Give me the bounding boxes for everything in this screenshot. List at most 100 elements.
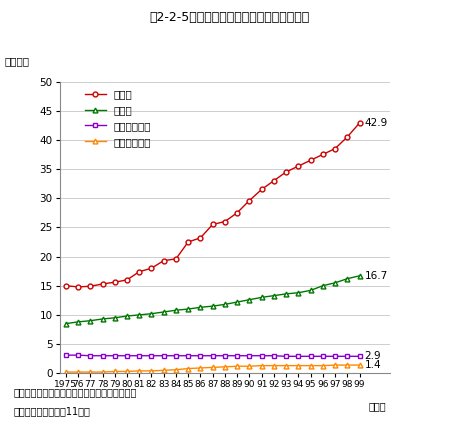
政府研究機関 [210, 353, 215, 358]
政府研究機関 [149, 353, 154, 358]
大学等 [283, 291, 289, 296]
大学等 [320, 283, 325, 288]
大学等 [149, 311, 154, 316]
会社等 [100, 281, 105, 287]
Text: 資料：総務庁統計局「科学技術研究調査報告」: 資料：総務庁統計局「科学技術研究調査報告」 [14, 387, 137, 397]
大学等 [161, 309, 167, 314]
政府研究機関 [136, 353, 142, 358]
政府研究機関 [100, 353, 105, 358]
政府研究機関 [235, 353, 240, 358]
大学等 [185, 306, 191, 311]
政府研究機関 [308, 354, 313, 359]
民営研究機関 [124, 369, 130, 374]
大学等 [357, 273, 362, 278]
会社等 [185, 239, 191, 245]
会社等 [345, 134, 350, 139]
Text: （参照：付属資料（11））: （参照：付属資料（11）） [14, 406, 90, 416]
会社等 [63, 283, 68, 288]
大学等 [63, 321, 68, 326]
大学等 [259, 295, 264, 300]
民営研究機関 [198, 366, 203, 371]
大学等 [246, 297, 252, 302]
政府研究機関 [173, 353, 179, 358]
会社等 [149, 266, 154, 271]
Line: 会社等: 会社等 [63, 121, 362, 289]
民営研究機関 [345, 363, 350, 368]
会社等 [198, 235, 203, 240]
民営研究機関 [210, 365, 215, 370]
政府研究機関 [75, 353, 81, 358]
政府研究機関 [185, 353, 191, 358]
大学等 [271, 293, 277, 298]
Text: 16.7: 16.7 [364, 271, 388, 281]
会社等 [222, 219, 228, 224]
会社等 [320, 152, 325, 157]
Text: （年）: （年） [368, 401, 386, 411]
Text: 第2-2-5図　我が国の組織別研究者数の推移: 第2-2-5図 我が国の組織別研究者数の推移 [149, 11, 310, 24]
会社等 [308, 158, 313, 163]
民営研究機関 [161, 368, 167, 373]
政府研究機関 [345, 354, 350, 359]
大学等 [88, 318, 93, 323]
民営研究機関 [63, 369, 68, 375]
民営研究機関 [332, 363, 338, 368]
政府研究機関 [320, 354, 325, 359]
会社等 [283, 169, 289, 175]
大学等 [112, 315, 118, 320]
民営研究機関 [88, 369, 93, 375]
大学等 [235, 299, 240, 305]
大学等 [124, 314, 130, 319]
政府研究機関 [296, 354, 301, 359]
政府研究機関 [283, 354, 289, 359]
民営研究機関 [357, 363, 362, 368]
Line: 大学等: 大学等 [63, 273, 362, 326]
大学等 [198, 305, 203, 310]
大学等 [345, 276, 350, 281]
会社等 [136, 269, 142, 274]
Text: 2.9: 2.9 [364, 351, 381, 361]
会社等 [210, 222, 215, 227]
会社等 [271, 178, 277, 183]
会社等 [88, 284, 93, 289]
大学等 [222, 302, 228, 307]
政府研究機関 [332, 354, 338, 359]
政府研究機関 [198, 353, 203, 358]
大学等 [75, 319, 81, 324]
Text: 1.4: 1.4 [364, 360, 381, 370]
民営研究機関 [75, 369, 81, 375]
会社等 [332, 146, 338, 151]
会社等 [235, 210, 240, 215]
Line: 政府研究機関: 政府研究機関 [63, 353, 362, 359]
大学等 [173, 308, 179, 313]
大学等 [210, 304, 215, 309]
民営研究機関 [246, 364, 252, 369]
政府研究機関 [271, 353, 277, 358]
民営研究機関 [222, 364, 228, 369]
会社等 [296, 163, 301, 169]
政府研究機関 [112, 353, 118, 358]
民営研究機関 [185, 366, 191, 371]
政府研究機関 [63, 353, 68, 358]
Text: （万人）: （万人） [5, 57, 29, 66]
民営研究機関 [271, 363, 277, 368]
政府研究機関 [161, 353, 167, 358]
民営研究機関 [173, 367, 179, 372]
政府研究機関 [246, 353, 252, 358]
民営研究機関 [235, 364, 240, 369]
大学等 [332, 280, 338, 285]
民営研究機関 [112, 369, 118, 374]
民営研究機関 [283, 363, 289, 368]
民営研究機関 [136, 369, 142, 374]
民営研究機関 [308, 363, 313, 368]
会社等 [75, 284, 81, 290]
Text: 42.9: 42.9 [364, 118, 388, 128]
会社等 [259, 187, 264, 192]
民営研究機関 [259, 363, 264, 368]
民営研究機関 [100, 369, 105, 375]
大学等 [308, 288, 313, 293]
政府研究機関 [124, 353, 130, 358]
政府研究機関 [88, 353, 93, 358]
会社等 [112, 280, 118, 285]
民営研究機関 [149, 369, 154, 374]
大学等 [136, 312, 142, 317]
